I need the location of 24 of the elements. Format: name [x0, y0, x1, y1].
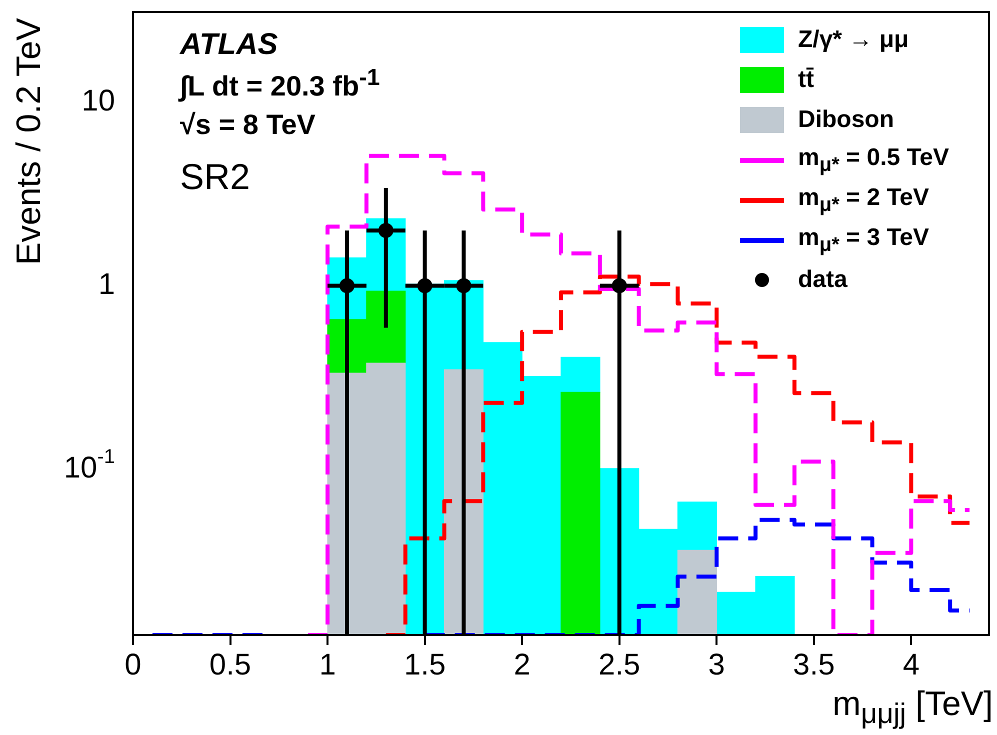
legend-label: tt̄: [798, 66, 814, 94]
legend-label: m$_{μ*}$ = 0.5 TeV: [798, 144, 949, 176]
x-tick-label: 2.5: [598, 648, 640, 682]
x-tick-label: 0: [124, 648, 142, 682]
legend-label: Diboson: [798, 106, 894, 134]
x-tick-label: 2: [514, 648, 530, 682]
annotation: √s = 8 TeV: [180, 109, 316, 141]
annotation: ATLAS: [180, 28, 278, 61]
x-tick-label: 1.5: [404, 648, 446, 682]
x-tick-label: 1: [319, 648, 336, 682]
x-tick-label: 3: [708, 648, 725, 682]
y-tick-label: 1: [98, 268, 116, 301]
legend-label: Z/γ* → μμ: [798, 26, 909, 54]
x-tick-label: 4: [902, 648, 920, 682]
x-tick-label: 3.5: [793, 648, 835, 682]
y-tick-label: 10: [82, 84, 116, 118]
y-axis-title: Events / 0.2 TeV: [10, 18, 49, 265]
legend-label: m$_{μ*}$ = 2 TeV: [798, 184, 929, 216]
annotation: SR2: [180, 156, 250, 197]
x-axis-title: m$_{μμjj}$ [TeV]: [832, 685, 993, 731]
annotation: ∫L dt = 20.3 fb$^{-1}$: [180, 64, 380, 102]
legend-label: m$_{μ*}$ = 3 TeV: [798, 224, 929, 256]
legend-label: data: [798, 266, 848, 294]
x-tick-label: 0.5: [209, 648, 252, 682]
